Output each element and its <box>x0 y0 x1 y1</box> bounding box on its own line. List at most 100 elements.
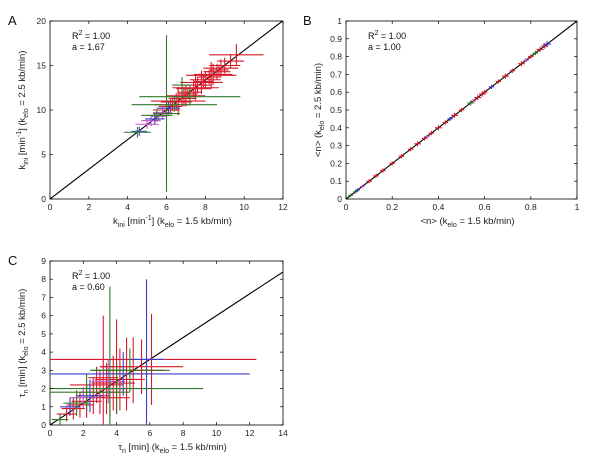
data-point <box>355 188 360 192</box>
label-part: 2 <box>79 270 83 277</box>
x-tick-label: 10 <box>239 202 249 212</box>
x-tick-label: 0.4 <box>432 202 444 212</box>
data-point <box>91 355 135 411</box>
label-part: -1 <box>16 131 23 137</box>
label-part: = 1.00 <box>378 31 406 41</box>
data-point <box>66 392 94 418</box>
data-point <box>141 109 173 122</box>
y-tick-label: 0.4 <box>330 123 342 133</box>
data-point <box>481 90 488 95</box>
label-part: <n> <box>420 216 437 227</box>
x-tick-label: 4 <box>125 202 130 212</box>
series <box>50 286 204 425</box>
data-point <box>398 154 405 159</box>
data-point <box>407 147 414 152</box>
label-part: elo <box>447 222 456 229</box>
data-point <box>129 279 164 425</box>
y-tick-label: 8 <box>41 274 46 284</box>
y-tick-label: 3 <box>41 365 46 375</box>
data-point <box>131 126 148 136</box>
series <box>69 359 125 409</box>
y-tick-label: 1 <box>41 402 46 412</box>
label-part: ] (k <box>152 216 165 227</box>
data-point <box>69 366 124 404</box>
data-point <box>451 112 459 119</box>
label-part: elo <box>23 346 30 355</box>
fit-line <box>50 271 283 425</box>
data-point <box>88 315 119 425</box>
label-part: [min] (k <box>126 442 160 453</box>
r-squared-annotation: R2 = 1.00 <box>72 270 110 281</box>
y-tick-label: 2 <box>41 384 46 394</box>
data-point <box>50 363 204 415</box>
data-point <box>51 414 69 425</box>
x-tick-label: 2 <box>81 428 86 438</box>
data-point <box>69 386 97 409</box>
data-point <box>209 44 264 66</box>
data-point <box>131 97 217 112</box>
label-part: = 1.00 <box>82 31 110 41</box>
y-tick-label: 0.3 <box>330 141 342 151</box>
label-part: 2 <box>375 30 379 37</box>
data-point <box>94 348 145 411</box>
label-part: = 2.5 kb/min) <box>17 289 28 347</box>
data-point <box>99 339 184 395</box>
data-point <box>89 348 170 393</box>
data-point <box>352 190 358 194</box>
data-point <box>373 173 379 178</box>
label-part: ini <box>23 157 30 164</box>
label-part: = 1.5 kb/min) <box>457 216 515 227</box>
slope-annotation: a = 1.00 <box>368 42 401 52</box>
x-axis-label: kini [min-1] (kelo = 1.5 kb/min) <box>113 215 232 229</box>
x-tick-label: 2 <box>86 202 91 212</box>
data-point <box>359 184 365 189</box>
series <box>123 35 241 192</box>
plot-area <box>50 21 283 199</box>
data-point <box>442 120 449 125</box>
y-tick-label: 0.6 <box>330 87 342 97</box>
y-tick-label: 0.7 <box>330 69 342 79</box>
label-part: <n> <box>313 140 324 157</box>
label-part: k <box>17 164 28 169</box>
y-tick-label: 7 <box>41 292 46 302</box>
data-point <box>380 168 386 173</box>
data-point <box>434 125 442 131</box>
plot-area <box>50 271 283 425</box>
data-point <box>178 88 198 100</box>
x-axis-label: τn [min] (kelo = 1.5 kb/min) <box>118 442 227 455</box>
x-axis-label: <n> (kelo = 1.5 kb/min) <box>420 216 514 229</box>
data-point <box>389 161 395 166</box>
data-point <box>348 193 353 198</box>
label-part: τ <box>17 393 28 397</box>
series <box>348 50 539 198</box>
x-tick-label: 6 <box>147 428 152 438</box>
data-point <box>501 73 509 79</box>
x-tick-label: 12 <box>245 428 255 438</box>
x-tick-label: 1 <box>575 202 580 212</box>
data-point <box>76 379 104 413</box>
y-tick-label: 0.8 <box>330 52 342 62</box>
x-tick-label: 6 <box>164 202 169 212</box>
panel-b: B 0 0.2 0.4 0.6 0.8 1 0 0.1 0.2 0.3 0.4 0.5 0.6 0.7 0.8… <box>303 13 580 229</box>
data-point <box>447 116 453 122</box>
r-squared-annotation: R2 = 1.00 <box>368 30 406 41</box>
panel-label: A <box>8 13 17 28</box>
r-squared-annotation: R2 = 1.00 <box>72 30 110 41</box>
panel-label: B <box>303 13 312 28</box>
y-tick-label: 5 <box>41 329 46 339</box>
label-part: R <box>72 31 79 41</box>
data-point <box>488 84 495 89</box>
y-tick-label: 5 <box>41 150 46 160</box>
label-part: -1 <box>145 215 151 222</box>
x-tick-label: 8 <box>181 428 186 438</box>
data-point <box>172 77 192 94</box>
x-tick-label: 14 <box>278 428 288 438</box>
data-point <box>209 57 241 74</box>
x-tick-label: 0 <box>48 428 53 438</box>
y-tick-label: 0.1 <box>330 176 342 186</box>
data-point <box>458 107 465 113</box>
label-part: [min] (k <box>17 356 28 390</box>
x-tick-label: 0 <box>48 202 53 212</box>
